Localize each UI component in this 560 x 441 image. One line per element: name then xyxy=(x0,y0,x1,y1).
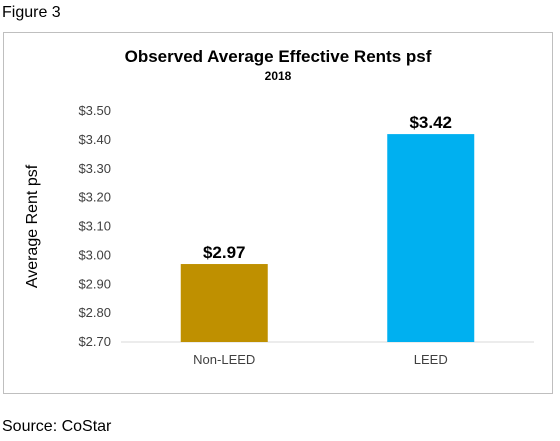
figure-label: Figure 3 xyxy=(2,4,61,21)
source-note: Source: CoStar xyxy=(2,418,112,435)
chart-area: Observed Average Effective Rents psf 201… xyxy=(3,32,553,394)
bar-chart: $2.70 $2.80 $2.90 $3.00 $3.10 $3.20 $3.30 $3.40… xyxy=(24,103,534,367)
y-tick-label: $3.30 xyxy=(78,161,111,176)
data-label: $3.42 xyxy=(409,113,452,132)
x-tick-label: Non-LEED xyxy=(193,352,255,367)
chart-subtitle: 2018 xyxy=(264,69,292,83)
data-label: $2.97 xyxy=(203,243,246,262)
chart-title: Observed Average Effective Rents psf xyxy=(124,47,432,66)
y-tick-label: $3.10 xyxy=(78,219,111,234)
y-tick-label: $3.20 xyxy=(78,190,111,205)
y-tick-label: $2.80 xyxy=(78,305,111,320)
bar-non-leed xyxy=(180,264,268,342)
y-tick-label: $3.50 xyxy=(78,103,111,118)
y-tick-label: $2.70 xyxy=(78,334,111,349)
x-tick-label: LEED xyxy=(414,352,448,367)
y-tick-label: $3.40 xyxy=(78,132,111,147)
y-tick-label: $3.00 xyxy=(78,247,111,262)
y-tick-label: $2.90 xyxy=(78,276,111,291)
bar-leed xyxy=(387,134,475,342)
y-axis-title: Average Rent psf xyxy=(24,164,41,288)
